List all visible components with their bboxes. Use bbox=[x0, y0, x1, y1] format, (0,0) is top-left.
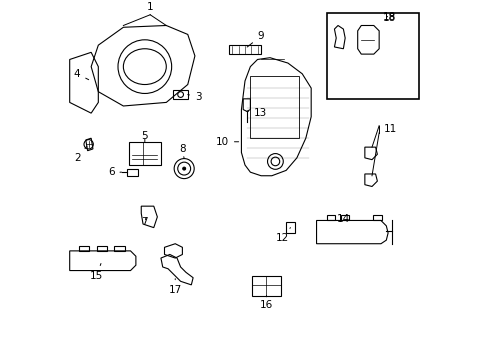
Text: 18: 18 bbox=[383, 12, 396, 22]
Text: 17: 17 bbox=[169, 279, 182, 295]
Text: 6: 6 bbox=[108, 167, 122, 177]
Text: 16: 16 bbox=[260, 296, 273, 310]
Text: 14: 14 bbox=[337, 214, 350, 224]
Text: 10: 10 bbox=[216, 137, 239, 147]
Text: 2: 2 bbox=[74, 147, 87, 163]
Text: 1: 1 bbox=[147, 2, 153, 12]
Text: 13: 13 bbox=[247, 108, 267, 118]
Text: 3: 3 bbox=[188, 92, 201, 102]
Text: 8: 8 bbox=[179, 144, 185, 159]
Text: 12: 12 bbox=[276, 228, 291, 243]
Circle shape bbox=[183, 167, 186, 170]
Bar bbox=[327, 13, 418, 99]
Text: 11: 11 bbox=[384, 124, 397, 134]
Text: 9: 9 bbox=[247, 31, 264, 47]
Text: 15: 15 bbox=[90, 264, 103, 281]
Text: 5: 5 bbox=[142, 131, 148, 142]
Text: 7: 7 bbox=[142, 217, 148, 227]
Text: 18: 18 bbox=[383, 13, 396, 23]
Text: 4: 4 bbox=[74, 69, 89, 80]
